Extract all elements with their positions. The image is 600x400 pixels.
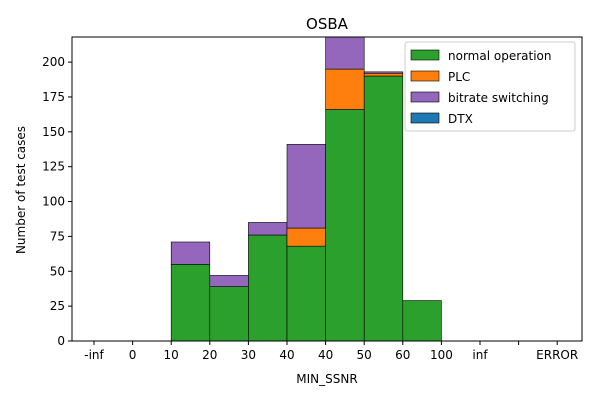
legend-label-1: PLC: [448, 70, 470, 84]
y-tick-label: 25: [50, 299, 65, 313]
bars-layer: [170, 36, 442, 342]
legend-label-0: normal operation: [448, 49, 551, 63]
legend-frame: [404, 41, 576, 132]
y-tick-label: 200: [42, 55, 65, 69]
legend-label-2: bitrate switching: [448, 91, 549, 105]
bar-bin5-series2: [286, 144, 326, 229]
x-tick-label: 60: [395, 348, 410, 362]
legend-swatch-1: [410, 70, 440, 82]
y-tick-label: 175: [42, 90, 65, 104]
y-tick-label: 0: [57, 334, 65, 348]
legend: normal operation PLC bitrate switching DTX: [404, 41, 576, 132]
bar-bin7-series2: [363, 71, 404, 74]
bar-bin7-series1: [363, 72, 404, 77]
bar-bin5-series0: [286, 245, 326, 342]
x-tick-label: 40: [318, 348, 333, 362]
bar-bin4-series0: [248, 234, 288, 342]
x-tick-label: 20: [202, 348, 217, 362]
bar-bin2-series0: [170, 264, 211, 342]
bar-bin6-series1: [325, 68, 365, 110]
x-tick-label: 100: [430, 348, 453, 362]
x-tick-label: ERROR: [536, 348, 578, 362]
bar-bin6-series0: [325, 109, 365, 342]
bar-bin4-series2: [248, 222, 288, 236]
y-tick-label: 125: [42, 160, 65, 174]
bar-bin3-series0: [209, 286, 249, 342]
legend-label-3: DTX: [448, 112, 473, 126]
x-tick-label: 30: [241, 348, 256, 362]
legend-swatch-0: [410, 49, 440, 61]
y-tick-label: 50: [50, 264, 65, 278]
x-axis-label: MIN_SSNR: [296, 372, 357, 386]
bar-bin3-series2: [209, 275, 249, 287]
y-axis: 0 25 50 75 100 125 150 175 200: [42, 55, 72, 348]
x-tick-label: 10: [164, 348, 179, 362]
y-axis-label: Number of test cases: [14, 126, 28, 254]
bar-bin5-series1: [286, 227, 326, 247]
y-tick-label: 75: [50, 229, 65, 243]
legend-swatch-2: [410, 91, 440, 103]
x-axis: -inf 0 10 20 30 40 40 50 60 100 inf ERROR: [84, 341, 578, 362]
y-tick-label: 150: [42, 125, 65, 139]
x-tick-label: 0: [129, 348, 137, 362]
x-tick-label: 40: [279, 348, 294, 362]
x-tick-label: -inf: [84, 348, 104, 362]
plot-frame: [71, 36, 583, 342]
bar-bin7-series0: [363, 75, 404, 342]
x-tick-label: inf: [472, 348, 488, 362]
bar-bin8-series0: [402, 300, 442, 342]
bar-bin2-series2: [170, 241, 211, 265]
legend-swatch-3: [410, 112, 440, 124]
chart-title: OSBA: [306, 15, 349, 33]
x-tick-label: 50: [357, 348, 372, 362]
bar-bin6-series2: [325, 36, 365, 70]
y-tick-label: 100: [42, 195, 65, 209]
